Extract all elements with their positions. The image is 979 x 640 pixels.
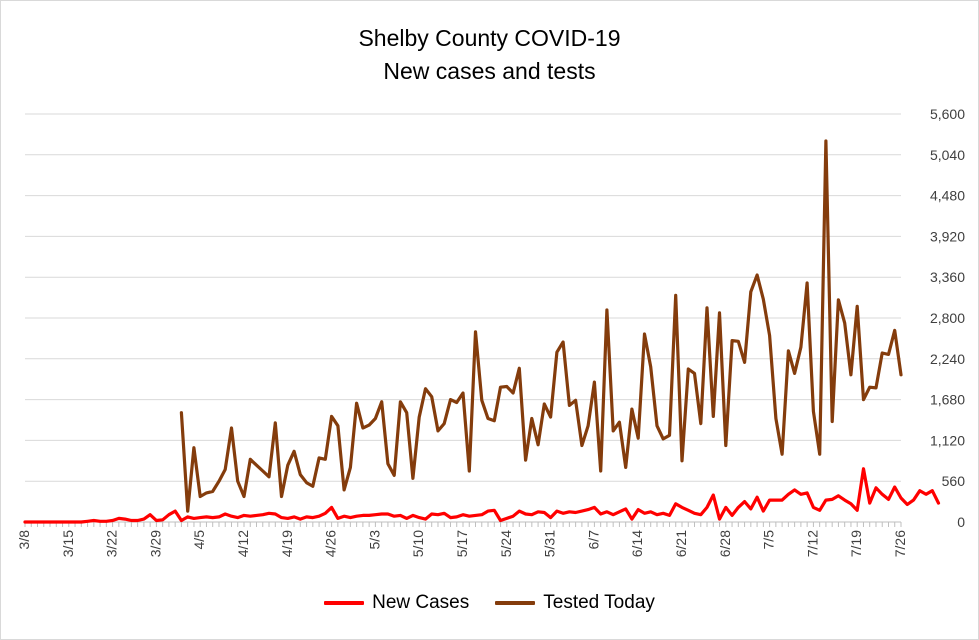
x-tick-label: 4/19 [279,530,295,557]
legend-item-tested-today: Tested Today [495,592,655,614]
y-tick-label: 5,600 [930,106,965,122]
series-lines [23,139,941,524]
series-line-tested-today [179,139,903,513]
chart-subtitle: New cases and tests [383,58,596,84]
x-tick-label: 4/5 [191,530,207,550]
x-tick-label: 4/12 [235,530,251,557]
x-tick-label: 5/3 [366,530,382,550]
x-tick-label: 3/29 [147,530,163,557]
chart-title: Shelby County COVID-19 [358,25,621,51]
x-tick-label: 4/26 [323,530,339,557]
x-tick-label: 3/22 [104,530,120,557]
x-axis-tick-labels: 3/8 3/15 3/22 3/29 4/5 4/12 4/19 4/26 5/3 5/10 5/1… [16,530,908,557]
y-tick-label: 2,240 [930,351,965,367]
y-tick-label: 4,480 [930,188,965,204]
x-tick-label: 6/7 [585,530,601,550]
y-axis-tick-labels: 5,600 5,040 4,480 3,920 3,360 2,800 2,240 1,680… [930,106,965,530]
series-line-new-cases [23,467,941,524]
x-tick-label: 7/26 [892,530,908,557]
x-tick-label: 5/24 [498,530,514,557]
y-tick-label: 1,120 [930,432,965,448]
legend-item-new-cases: New Cases [324,592,469,614]
x-tick-label: 5/10 [410,530,426,557]
x-tick-label: 6/28 [717,530,733,557]
y-tick-label: 3,360 [930,269,965,285]
x-tick-label: 3/15 [60,530,76,557]
x-tick-label: 3/8 [16,530,32,550]
y-tick-label: 560 [942,473,966,489]
legend-swatch-tested-today [495,601,536,605]
x-axis [24,521,902,527]
y-tick-label: 1,680 [930,392,965,408]
legend-label-tested-today: Tested Today [543,592,655,613]
legend-label-new-cases: New Cases [372,592,470,613]
y-tick-label: 2,800 [930,310,965,326]
gridlines [25,113,901,482]
x-tick-label: 7/5 [761,530,777,550]
x-tick-label: 6/14 [629,530,645,557]
x-tick-label: 6/21 [673,530,689,557]
y-tick-label: 5,040 [930,147,965,163]
y-tick-label: 0 [957,514,965,530]
legend: New Cases Tested Today [0,592,979,614]
x-tick-label: 7/12 [804,530,820,557]
x-tick-label: 7/19 [848,530,864,557]
legend-swatch-new-cases [324,601,365,605]
x-tick-label: 5/17 [454,530,470,557]
chart-title-block: Shelby County COVID-19 New cases and tes… [0,22,979,88]
y-tick-label: 3,920 [930,228,965,244]
x-tick-label: 5/31 [542,530,558,557]
